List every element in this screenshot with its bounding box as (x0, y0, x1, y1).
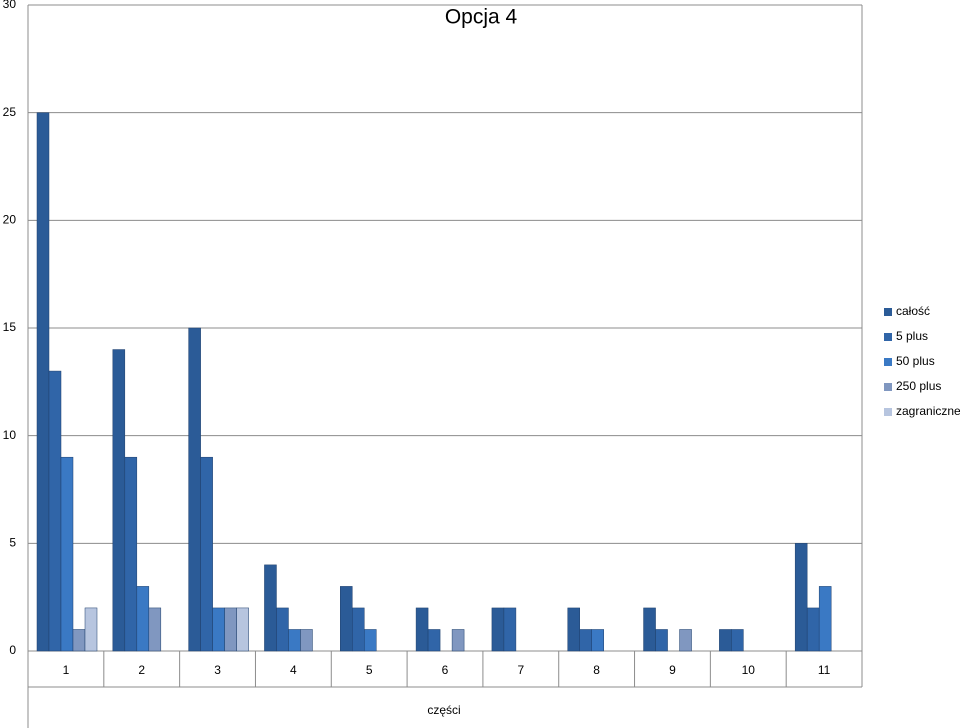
bar (655, 629, 668, 652)
bar (591, 629, 604, 652)
x-tick-label: 11 (818, 663, 831, 677)
bar (84, 607, 98, 652)
bar (48, 370, 62, 652)
y-tick-label: 20 (3, 213, 17, 227)
x-tick-label: 8 (593, 663, 600, 677)
legend-label: 250 plus (896, 379, 941, 393)
bar (806, 607, 820, 652)
legend-label: całość (896, 304, 930, 318)
bar (364, 629, 377, 652)
x-tick-label: 3 (214, 663, 221, 677)
x-axis-title: części (427, 703, 460, 717)
x-tick-label: 5 (366, 663, 373, 677)
y-tick-label: 10 (3, 428, 17, 442)
x-tick-label: 6 (442, 663, 449, 677)
bar (60, 456, 74, 652)
legend-swatch (884, 333, 892, 341)
bar (288, 629, 301, 652)
legend-swatch (884, 383, 892, 391)
legend-swatch (884, 358, 892, 366)
legend-label: zagraniczne (896, 404, 960, 418)
y-tick-label: 5 (9, 536, 16, 550)
bar (200, 456, 213, 652)
bar (818, 586, 832, 652)
legend-label: 50 plus (896, 354, 935, 368)
bar (579, 629, 592, 652)
bar (236, 607, 249, 652)
bar (72, 629, 86, 652)
bar (567, 607, 580, 652)
y-tick-label: 30 (3, 0, 17, 11)
bar (491, 607, 505, 652)
bar (264, 564, 277, 652)
bar (794, 543, 808, 652)
bar (352, 607, 365, 652)
y-tick-label: 15 (3, 320, 17, 334)
bar (415, 607, 429, 652)
bar (731, 629, 744, 652)
x-tick-label: 4 (290, 663, 297, 677)
x-tick-label: 1 (63, 663, 70, 677)
x-tick-label: 2 (138, 663, 145, 677)
bar (148, 607, 162, 652)
bar (643, 607, 656, 652)
x-tick-label: 10 (742, 663, 756, 677)
bar (124, 456, 138, 652)
bar (36, 112, 50, 652)
x-tick-label: 9 (669, 663, 676, 677)
y-tick-label: 25 (3, 105, 17, 119)
bar (188, 327, 201, 652)
legend-swatch (884, 308, 892, 316)
bar (136, 586, 150, 652)
bar (224, 607, 237, 652)
bar (300, 629, 313, 652)
bar (212, 607, 225, 652)
bar (276, 607, 289, 652)
y-tick-label: 0 (9, 643, 16, 657)
bar (427, 629, 441, 652)
bar (719, 629, 732, 652)
legend-swatch (884, 408, 892, 416)
bar (451, 629, 465, 652)
bar (503, 607, 517, 652)
x-tick-label: 7 (517, 663, 524, 677)
legend-label: 5 plus (896, 329, 928, 343)
bar (112, 349, 126, 652)
bar (679, 629, 692, 652)
chart-title: Opcja 4 (445, 6, 518, 29)
bar (340, 586, 353, 652)
